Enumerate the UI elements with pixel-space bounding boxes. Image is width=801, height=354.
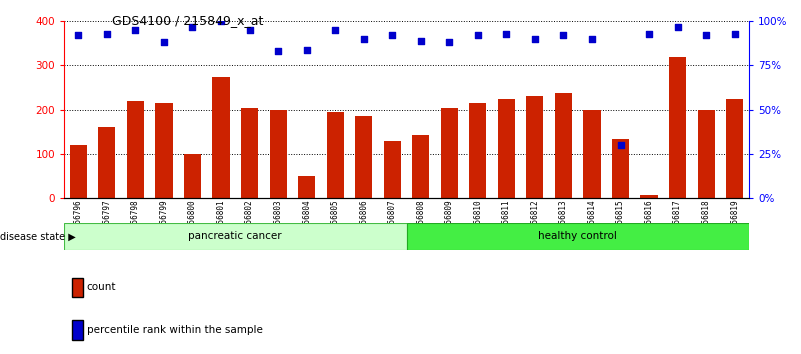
Text: disease state ▶: disease state ▶ xyxy=(0,231,76,241)
Point xyxy=(72,33,85,38)
Bar xyxy=(99,127,115,198)
Point xyxy=(300,47,313,52)
Bar xyxy=(406,223,749,250)
Point xyxy=(215,18,227,24)
Bar xyxy=(269,110,287,198)
Bar xyxy=(327,112,344,198)
Point xyxy=(357,36,370,42)
Point xyxy=(328,27,341,33)
Point xyxy=(614,142,627,148)
Point xyxy=(529,36,541,42)
Point xyxy=(443,40,456,45)
Point xyxy=(186,24,199,29)
Bar xyxy=(441,108,458,198)
Point xyxy=(500,31,513,36)
Bar xyxy=(127,101,144,198)
Bar xyxy=(612,139,629,198)
Point xyxy=(244,27,256,33)
Point xyxy=(158,40,171,45)
Text: GDS4100 / 215849_x_at: GDS4100 / 215849_x_at xyxy=(112,14,264,27)
Text: count: count xyxy=(87,282,116,292)
Point xyxy=(586,36,598,42)
Point xyxy=(642,31,655,36)
Bar xyxy=(384,141,400,198)
Bar xyxy=(641,195,658,198)
Text: healthy control: healthy control xyxy=(538,231,617,241)
Point xyxy=(557,33,570,38)
Bar xyxy=(413,135,429,198)
Point xyxy=(129,27,142,33)
Bar xyxy=(469,103,486,198)
Text: pancreatic cancer: pancreatic cancer xyxy=(188,231,282,241)
Bar xyxy=(583,110,601,198)
Text: percentile rank within the sample: percentile rank within the sample xyxy=(87,325,263,335)
Bar xyxy=(64,223,406,250)
Point xyxy=(671,24,684,29)
Bar xyxy=(555,93,572,198)
Point xyxy=(414,38,427,44)
Point xyxy=(700,33,713,38)
Point xyxy=(272,48,284,54)
Point xyxy=(728,31,741,36)
Bar xyxy=(184,154,201,198)
Bar xyxy=(212,76,230,198)
Point xyxy=(100,31,113,36)
Point xyxy=(472,33,485,38)
Point xyxy=(386,33,399,38)
Bar xyxy=(155,103,172,198)
Bar xyxy=(70,145,87,198)
Bar xyxy=(526,97,543,198)
Bar xyxy=(241,108,258,198)
Bar xyxy=(355,116,372,198)
Bar xyxy=(669,57,686,198)
Bar xyxy=(698,110,714,198)
Bar xyxy=(497,99,515,198)
Bar xyxy=(298,176,315,198)
Bar xyxy=(726,99,743,198)
